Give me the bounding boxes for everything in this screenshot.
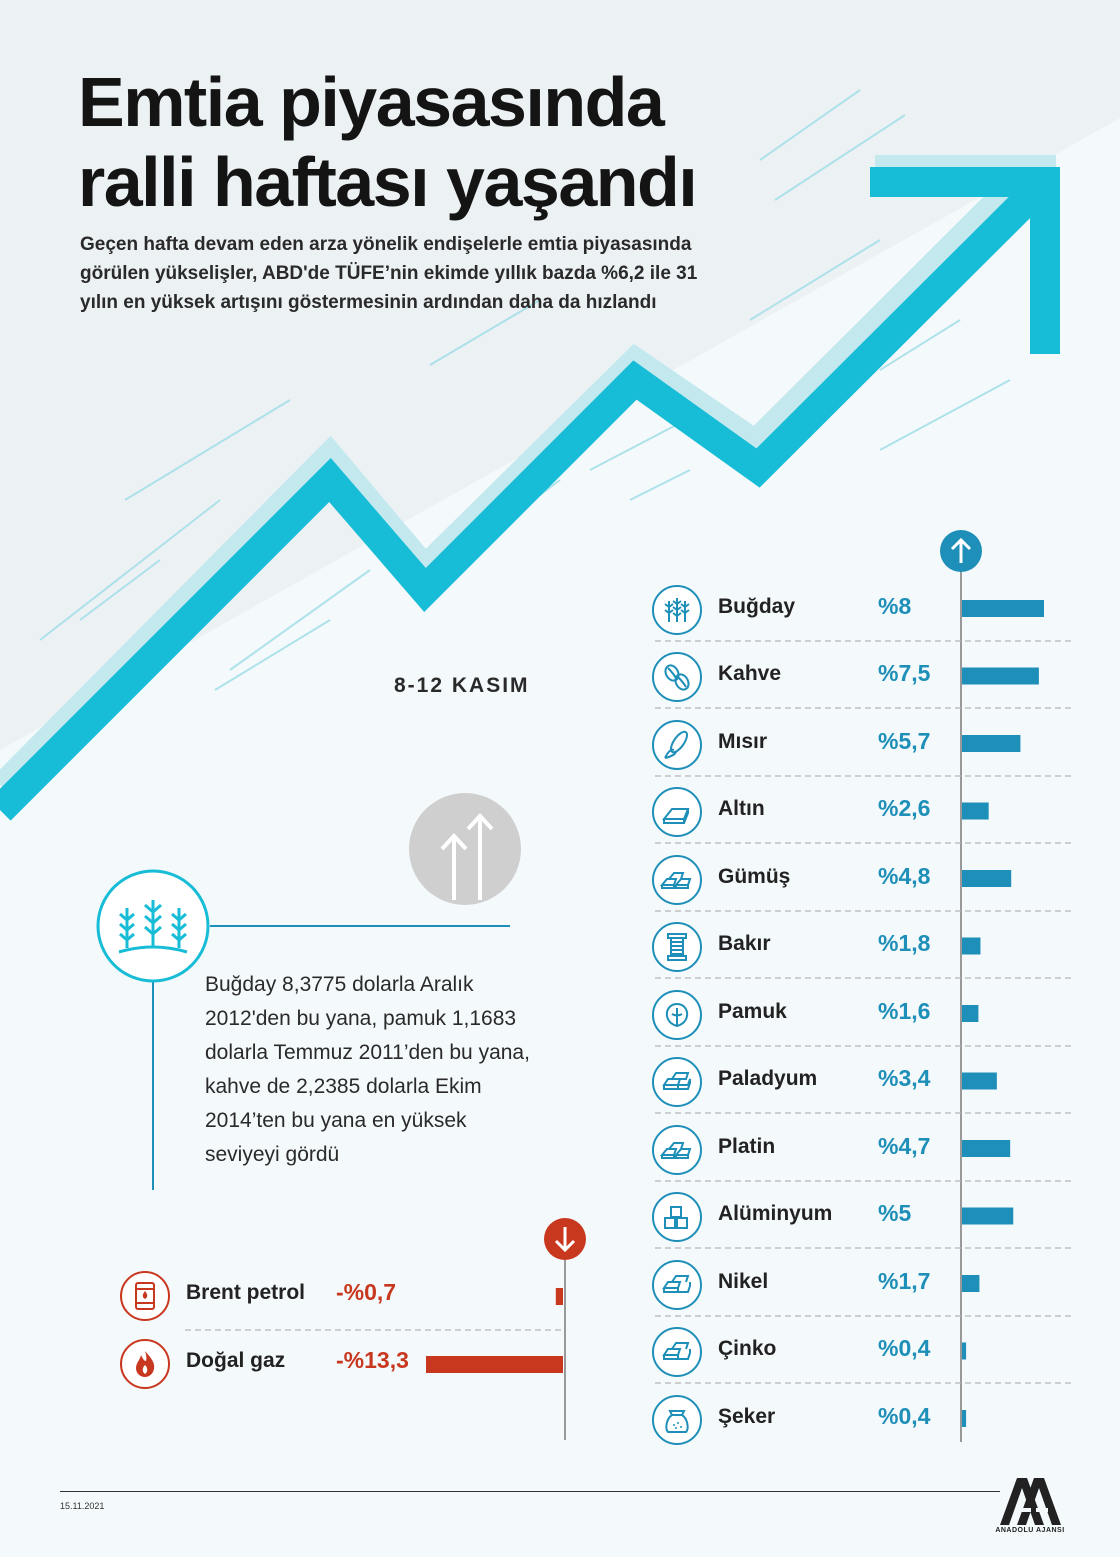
bar-Alüminyum: [962, 1207, 1014, 1225]
commodity-row: Kahve %7,5: [650, 649, 1095, 702]
rising-bar-chart: [962, 600, 1044, 1427]
bar-Paladyum: [962, 1072, 997, 1090]
info-connector-lines: [152, 925, 510, 1190]
commodity-change: %1,6: [878, 998, 931, 1024]
commodity-name: Buğday: [718, 595, 796, 618]
page-title-line-1: Emtia piyasasında: [78, 63, 665, 141]
commodity-row: Doğal gaz -%13,3: [118, 1336, 448, 1389]
commodity-row: Çinko %0,4: [650, 1324, 1095, 1377]
bar-Mısır: [962, 735, 1021, 752]
commodity-name: Çinko: [718, 1337, 777, 1360]
commodity-change: %5: [878, 1200, 912, 1226]
commodity-name: Gümüş: [718, 865, 791, 888]
bar-Brent petrol: [555, 1288, 563, 1305]
commodity-row: Buğday %8: [650, 582, 1095, 635]
commodity-name: Doğal gaz: [186, 1349, 286, 1372]
bar-Pamuk: [962, 1005, 979, 1022]
bar-Doğal gaz: [426, 1356, 563, 1373]
info-text: Buğday 8,3775 dolarla Aralık 2012'den bu…: [205, 973, 530, 1166]
commodity-name: Paladyum: [718, 1067, 818, 1090]
commodity-name: Brent petrol: [186, 1281, 306, 1304]
sugar-sack-icon: [652, 1395, 702, 1445]
bar-Altın: [962, 802, 989, 820]
agency-name: ANADOLU AJANSI: [995, 1527, 1065, 1534]
commodity-row: Bakır %1,8: [650, 919, 1095, 972]
commodity-change: -%13,3: [336, 1347, 409, 1373]
commodity-name: Alüminyum: [718, 1202, 833, 1225]
oil-barrel-icon: [120, 1271, 170, 1321]
bar-Bakır: [962, 937, 981, 955]
commodity-name: Nikel: [718, 1270, 769, 1293]
page-title: Emtia piyasasında ralli haftası yaşandı: [78, 62, 838, 222]
falling-bar-chart: [426, 1288, 563, 1373]
commodity-change: %1,7: [878, 1268, 931, 1294]
commodity-row: Paladyum %3,4: [650, 1054, 1095, 1107]
commodity-name: Platin: [718, 1135, 776, 1158]
rising-arrows-icon: [409, 793, 521, 905]
subtitle: Geçen hafta devam eden arza yönelik endi…: [80, 234, 698, 313]
commodity-row: Platin %4,7: [650, 1122, 1095, 1175]
nickel-bars-icon: [652, 1260, 702, 1310]
page-title-line-2: ralli haftası yaşandı: [78, 143, 698, 221]
commodity-change: %3,4: [878, 1065, 931, 1091]
agency-logo-icon: [1000, 1478, 1061, 1525]
week-label: 8-12 KASIM: [394, 674, 530, 697]
bar-Çinko: [962, 1342, 967, 1360]
commodity-change: %7,5: [878, 660, 931, 686]
wheat-emblem-icon: [96, 869, 210, 983]
bar-Gümüş: [962, 870, 1012, 887]
gas-flame-icon: [120, 1339, 170, 1389]
commodity-row: Gümüş %4,8: [650, 852, 1095, 905]
commodity-change: %4,8: [878, 863, 931, 889]
bar-Buğday: [962, 600, 1044, 617]
commodity-name: Şeker: [718, 1405, 776, 1428]
chart-down-axis: [544, 1218, 586, 1440]
chart-up-axis: [940, 530, 982, 1442]
commodity-name: Mısır: [718, 730, 768, 753]
zinc-bars-icon: [652, 1327, 702, 1377]
commodity-row: Brent petrol -%0,7: [118, 1268, 448, 1321]
wheat-icon: [652, 585, 702, 635]
commodity-change: %8: [878, 593, 912, 619]
commodity-row: Nikel %1,7: [650, 1257, 1095, 1310]
aluminium-blocks-icon: [652, 1192, 702, 1242]
bar-Kahve: [962, 667, 1039, 685]
footer-date: 15.11.2021: [60, 1501, 105, 1511]
commodity-change: %2,6: [878, 795, 931, 821]
commodity-name: Bakır: [718, 932, 771, 955]
commodity-change: %0,4: [878, 1335, 931, 1361]
silver-bars-icon: [652, 855, 702, 905]
commodity-row: Şeker %0,4: [650, 1392, 1095, 1445]
commodity-change: %0,4: [878, 1403, 931, 1429]
cotton-icon: [652, 990, 702, 1040]
platinum-bars-icon: [652, 1125, 702, 1175]
commodity-change: %5,7: [878, 728, 931, 754]
commodity-row: Mısır %5,7: [650, 717, 1095, 770]
commodity-name: Altın: [718, 797, 765, 820]
coffee-bean-icon: [652, 652, 702, 702]
gold-bar-icon: [652, 787, 702, 837]
commodity-change: %4,7: [878, 1133, 931, 1159]
bar-Platin: [962, 1140, 1011, 1157]
bar-Şeker: [962, 1410, 967, 1427]
commodity-row: Altın %2,6: [650, 784, 1095, 837]
commodity-change: -%0,7: [336, 1279, 397, 1305]
footer-divider: [60, 1491, 1000, 1492]
copper-spool-icon: [652, 922, 702, 972]
corn-icon: [652, 720, 702, 770]
bar-Nikel: [962, 1275, 980, 1292]
palladium-bars-icon: [652, 1057, 702, 1107]
commodity-name: Kahve: [718, 662, 782, 685]
commodity-row: Pamuk %1,6: [650, 987, 1095, 1040]
commodity-row: Alüminyum %5: [650, 1189, 1095, 1242]
commodity-change: %1,8: [878, 930, 931, 956]
commodity-name: Pamuk: [718, 1000, 787, 1023]
